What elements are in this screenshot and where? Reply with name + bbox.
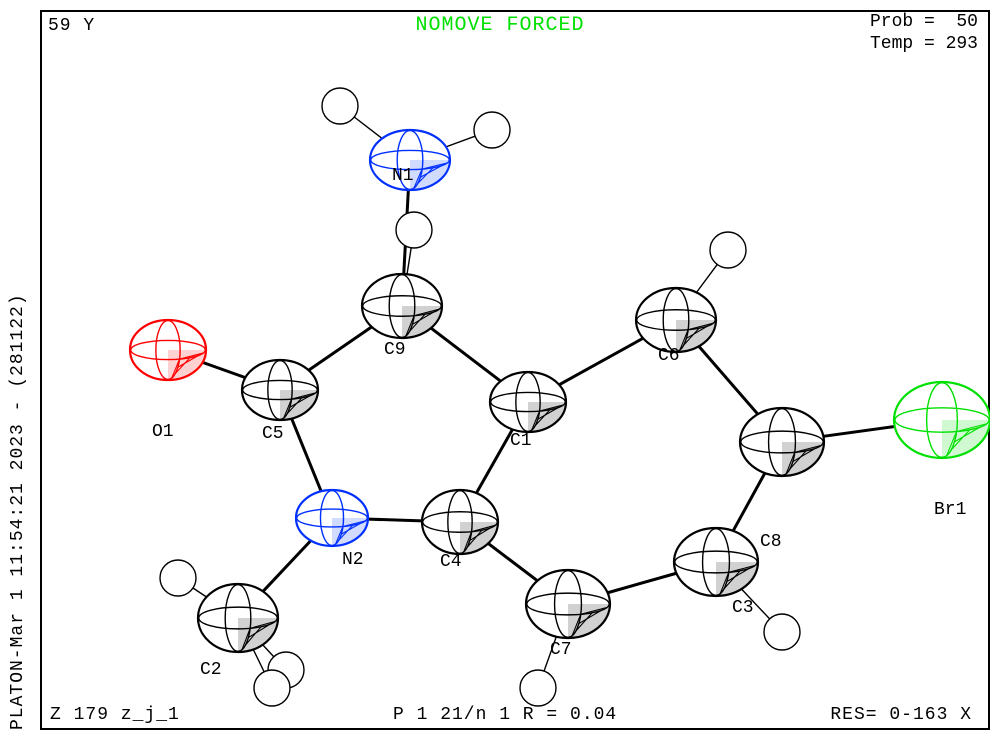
- atom-C8: [740, 408, 824, 476]
- bond-C7-C4: [488, 543, 537, 580]
- atom-C5: [242, 360, 318, 420]
- hydrogen-C7-5: [520, 670, 556, 706]
- atom-C2: [198, 584, 278, 652]
- hydrogen-N1-0: [322, 88, 358, 124]
- hydrogen-C6-3: [710, 232, 746, 268]
- label-C7: C7: [550, 640, 572, 660]
- bond-N2-C2: [263, 541, 311, 592]
- bond-C8-C3: [733, 473, 765, 531]
- bond-C4-C1: [476, 429, 512, 493]
- h-bond-C2-7: [263, 645, 274, 657]
- bond-C1-C9: [431, 328, 501, 381]
- bond-N2-C4: [368, 519, 422, 521]
- label-C6: C6: [658, 346, 680, 366]
- h-bond-N1-1: [446, 136, 475, 147]
- bond-C5-O1: [203, 362, 246, 377]
- label-C5: C5: [262, 424, 284, 444]
- ortep-diagram: C1 C4 C6 C8 C3 C7 C9 C5 C2 N1 N2 O1 Br1: [40, 10, 990, 730]
- atom-N2: [296, 490, 368, 546]
- label-C2: C2: [200, 660, 222, 680]
- hydrogen-C3-4: [764, 614, 800, 650]
- atom-Br1: [894, 382, 990, 458]
- h-bond-C9-2: [407, 248, 411, 274]
- software-stamp: PLATON-Mar 1 11:54:21 2023 - (281122): [8, 293, 28, 730]
- atom-C6: [636, 288, 716, 352]
- label-O1: O1: [152, 422, 174, 442]
- label-C9: C9: [384, 340, 406, 360]
- atom-C9: [362, 274, 442, 338]
- atom-C7: [526, 570, 610, 638]
- hydrogen-C2-8: [254, 670, 290, 706]
- h-bond-N1-0: [354, 117, 382, 138]
- bond-C6-C8: [699, 346, 758, 414]
- label-Br1: Br1: [934, 500, 966, 520]
- hydrogen-C9-2: [396, 212, 432, 248]
- label-N1: N1: [392, 166, 414, 186]
- atom-C3: [674, 528, 758, 596]
- label-C4: C4: [440, 552, 462, 572]
- atom-O1: [130, 320, 206, 380]
- bond-C1-C6: [559, 338, 643, 385]
- h-bond-C2-8: [253, 649, 264, 671]
- hydrogen-N1-1: [474, 112, 510, 148]
- atom-C4: [422, 490, 498, 554]
- label-C3: C3: [732, 598, 754, 618]
- label-C1: C1: [510, 431, 532, 451]
- label-N2: N2: [342, 550, 364, 570]
- atoms-layer: [130, 130, 990, 652]
- atom-C1: [490, 372, 566, 432]
- bond-C8-Br1: [823, 427, 894, 437]
- label-C8: C8: [760, 532, 782, 552]
- hydrogen-C2-6: [160, 560, 196, 596]
- bond-C9-C5: [309, 327, 372, 370]
- h-bond-C2-6: [193, 588, 207, 597]
- bond-C5-N2: [292, 419, 322, 492]
- h-bond-C6-3: [696, 264, 717, 292]
- bond-C3-C7: [608, 573, 677, 593]
